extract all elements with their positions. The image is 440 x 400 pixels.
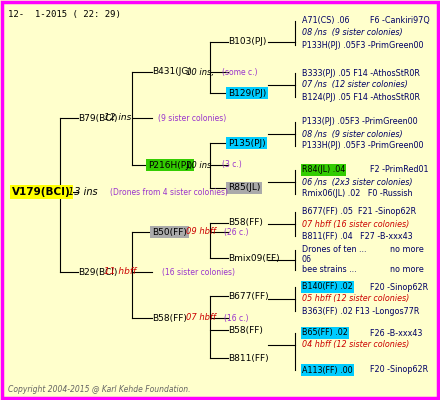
Text: B129(PJ): B129(PJ)	[228, 88, 266, 98]
Text: B103(PJ): B103(PJ)	[228, 38, 266, 46]
Text: F2 -PrimRed01: F2 -PrimRed01	[370, 166, 429, 174]
Text: F20 -Sinop62R: F20 -Sinop62R	[370, 366, 428, 374]
Text: P135(PJ): P135(PJ)	[228, 138, 266, 148]
Text: B431(JG): B431(JG)	[152, 68, 192, 76]
Text: B58(FF): B58(FF)	[152, 314, 187, 322]
Text: B58(FF): B58(FF)	[228, 218, 263, 228]
Text: A113(FF) .00: A113(FF) .00	[302, 366, 352, 374]
Text: B29(BCI): B29(BCI)	[78, 268, 117, 276]
Text: B58(FF): B58(FF)	[228, 326, 263, 334]
Text: P216H(PJ): P216H(PJ)	[148, 160, 192, 170]
Text: 12-  1-2015 ( 22: 29): 12- 1-2015 ( 22: 29)	[8, 10, 121, 19]
Text: B65(FF) .02: B65(FF) .02	[302, 328, 348, 338]
Text: Rmix06(JL) .02   F0 -Russish: Rmix06(JL) .02 F0 -Russish	[302, 190, 413, 198]
Text: P133H(PJ) .05F3 -PrimGreen00: P133H(PJ) .05F3 -PrimGreen00	[302, 142, 423, 150]
Text: (Drones from 4 sister colonies): (Drones from 4 sister colonies)	[110, 188, 228, 196]
Text: V179(BCI): V179(BCI)	[12, 187, 71, 197]
Text: 05 hbff (12 sister colonies): 05 hbff (12 sister colonies)	[302, 294, 409, 304]
Text: no more: no more	[390, 246, 424, 254]
Text: no more: no more	[390, 266, 424, 274]
Text: A71(CS) .06: A71(CS) .06	[302, 16, 349, 26]
Text: P133H(PJ) .05F3 -PrimGreen00: P133H(PJ) .05F3 -PrimGreen00	[302, 40, 423, 50]
Text: 06 /ns  (2x3 sister colonies): 06 /ns (2x3 sister colonies)	[302, 178, 413, 186]
Text: 13 ins: 13 ins	[68, 187, 98, 197]
Text: P133(PJ) .05F3 -PrimGreen00: P133(PJ) .05F3 -PrimGreen00	[302, 118, 418, 126]
Text: (9 sister colonies): (9 sister colonies)	[158, 114, 226, 122]
Text: (some c.): (some c.)	[222, 68, 257, 76]
Text: 06: 06	[302, 256, 312, 264]
Text: (26 c.): (26 c.)	[224, 228, 249, 236]
Text: B677(FF) .05  F21 -Sinop62R: B677(FF) .05 F21 -Sinop62R	[302, 208, 416, 216]
Text: B811(FF): B811(FF)	[228, 354, 269, 362]
Text: F6 -Cankiri97Q: F6 -Cankiri97Q	[370, 16, 430, 26]
Text: (16 c.): (16 c.)	[224, 314, 249, 322]
Text: 09 hbff: 09 hbff	[186, 228, 216, 236]
Text: 07 hbff: 07 hbff	[186, 314, 216, 322]
Text: B50(FF): B50(FF)	[152, 228, 187, 236]
Text: F26 -B-xxx43: F26 -B-xxx43	[370, 328, 422, 338]
Text: 11 hbff: 11 hbff	[104, 268, 136, 276]
Text: Copyright 2004-2015 @ Karl Kehde Foundation.: Copyright 2004-2015 @ Karl Kehde Foundat…	[8, 385, 191, 394]
Text: bee strains ...: bee strains ...	[302, 266, 357, 274]
Text: 07 /ns  (12 sister colonies): 07 /ns (12 sister colonies)	[302, 80, 408, 90]
Text: 08 /ns  (9 sister colonies): 08 /ns (9 sister colonies)	[302, 28, 403, 38]
Text: B363(FF) .02 F13 -Longos77R: B363(FF) .02 F13 -Longos77R	[302, 306, 419, 316]
Text: B79(BCI): B79(BCI)	[78, 114, 117, 122]
Text: B811(FF) .04   F27 -B-xxx43: B811(FF) .04 F27 -B-xxx43	[302, 232, 413, 240]
Text: (3 c.): (3 c.)	[222, 160, 242, 170]
Text: (16 sister colonies): (16 sister colonies)	[162, 268, 235, 276]
Text: 08 /ns  (9 sister colonies): 08 /ns (9 sister colonies)	[302, 130, 403, 138]
Text: R84(JL) .04: R84(JL) .04	[302, 166, 345, 174]
Text: B140(FF) .02: B140(FF) .02	[302, 282, 353, 292]
Text: 10 ins,: 10 ins,	[186, 68, 214, 76]
Text: B124(PJ) .05 F14 -AthosStR0R: B124(PJ) .05 F14 -AthosStR0R	[302, 92, 420, 102]
Text: B677(FF): B677(FF)	[228, 292, 269, 300]
Text: F20 -Sinop62R: F20 -Sinop62R	[370, 282, 428, 292]
Text: B333(PJ) .05 F14 -AthosStR0R: B333(PJ) .05 F14 -AthosStR0R	[302, 68, 420, 78]
Text: 10 ins: 10 ins	[186, 160, 211, 170]
Text: Bmix09(FF): Bmix09(FF)	[228, 254, 280, 262]
Text: 12 ins: 12 ins	[104, 114, 132, 122]
Text: Drones of ten ...: Drones of ten ...	[302, 246, 367, 254]
Text: R85(JL): R85(JL)	[228, 184, 260, 192]
Text: 07 hbff (16 sister colonies): 07 hbff (16 sister colonies)	[302, 220, 409, 228]
Text: 04 hbff (12 sister colonies): 04 hbff (12 sister colonies)	[302, 340, 409, 350]
